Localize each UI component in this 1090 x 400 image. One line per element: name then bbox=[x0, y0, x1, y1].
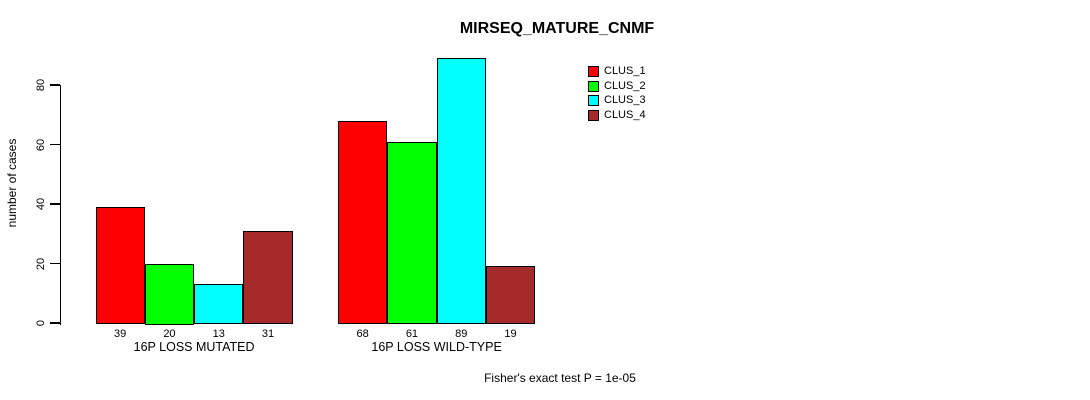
bar-value-label: 39 bbox=[114, 328, 127, 340]
legend-label: CLUS_3 bbox=[604, 94, 646, 106]
bar-clus-3-group-1 bbox=[436, 58, 486, 325]
y-axis-title: number of cases bbox=[5, 138, 19, 228]
legend: CLUS_1 CLUS_2 CLUS_3 CLUS_4 bbox=[588, 66, 646, 121]
bar-value-label: 61 bbox=[405, 328, 419, 340]
chart-title: MIRSEQ_MATURE_CNMF bbox=[459, 20, 655, 37]
bar-value-label: 20 bbox=[163, 328, 176, 340]
y-tick-mark bbox=[49, 322, 60, 324]
bar-clus-3-group-0 bbox=[194, 284, 244, 325]
annotation-text: Fisher's exact test P = 1e-05 bbox=[484, 371, 636, 385]
legend-swatch-icon bbox=[588, 80, 599, 92]
legend-label: CLUS_1 bbox=[604, 65, 646, 77]
group-label: 16P LOSS MUTATED bbox=[133, 340, 255, 354]
y-tick-mark bbox=[49, 143, 60, 146]
group-label: 16P LOSS WILD-TYPE bbox=[371, 340, 502, 354]
y-axis-line bbox=[59, 85, 61, 325]
legend-item-clus-1: CLUS_1 bbox=[588, 66, 646, 77]
legend-label: CLUS_4 bbox=[604, 108, 646, 121]
bar-value-label: 19 bbox=[504, 328, 517, 340]
y-tick-label: 40 bbox=[35, 197, 47, 211]
y-tick-mark bbox=[49, 84, 60, 86]
legend-item-clus-2: CLUS_2 bbox=[588, 79, 646, 92]
y-tick-label: 20 bbox=[35, 257, 47, 270]
legend-item-clus-4: CLUS_4 bbox=[588, 108, 646, 121]
y-tick-mark bbox=[49, 262, 60, 265]
bar-clus-4-group-1 bbox=[485, 266, 536, 325]
bar-value-label: 13 bbox=[212, 328, 225, 340]
bar-clus-1-group-0 bbox=[95, 206, 145, 325]
bar-clus-4-group-0 bbox=[243, 230, 293, 325]
bar-clus-1-group-1 bbox=[338, 120, 388, 325]
bar-value-label: 89 bbox=[455, 328, 468, 340]
legend-swatch-icon bbox=[588, 66, 599, 77]
legend-label: CLUS_2 bbox=[604, 79, 646, 92]
bar-value-label: 68 bbox=[356, 328, 369, 340]
bar-value-label: 31 bbox=[261, 328, 275, 340]
bar-clus-2-group-0 bbox=[144, 263, 195, 325]
y-tick-label: 80 bbox=[35, 78, 47, 92]
legend-swatch-icon bbox=[588, 95, 599, 106]
y-tick-label: 60 bbox=[35, 138, 47, 151]
y-tick-mark bbox=[49, 203, 60, 205]
bar-clus-2-group-1 bbox=[387, 141, 437, 325]
legend-item-clus-3: CLUS_3 bbox=[588, 95, 646, 106]
y-tick-label: 0 bbox=[35, 319, 47, 327]
legend-swatch-icon bbox=[588, 109, 599, 121]
